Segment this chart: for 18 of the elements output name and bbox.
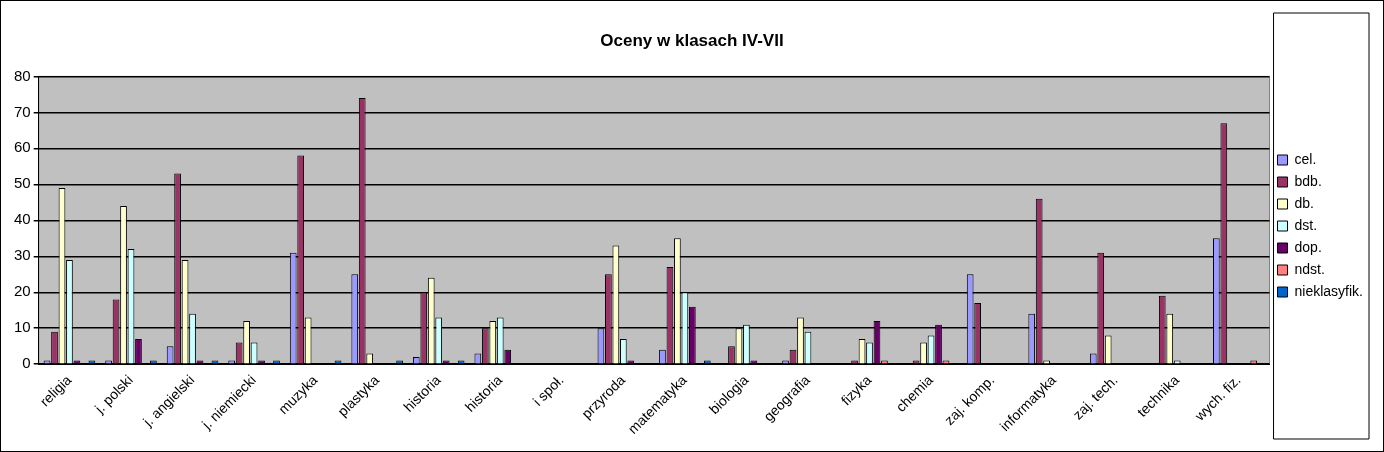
legend-label: db. [1294,194,1314,211]
legend-label: cel. [1294,150,1317,167]
y-tick-label: 0 [22,354,31,372]
chart-title: Oceny w klasach IV-VII [600,30,784,50]
y-tick-label: 20 [14,282,31,300]
y-tick-label: 40 [14,210,31,228]
legend-label: ndst. [1294,260,1325,277]
y-tick-label: 30 [14,246,31,264]
legend-label: nieklasyfik. [1294,282,1363,299]
y-tick-label: 70 [14,102,31,120]
y-tick-label: 50 [14,174,31,192]
y-tick-label: 80 [14,66,31,84]
x-tick-label: zaj. tech. [1069,371,1121,423]
y-tick-label: 60 [14,138,31,156]
legend-label: dst. [1294,216,1318,233]
y-tick-label: 10 [14,318,31,336]
legend-label: bdb. [1294,172,1322,189]
legend-label: dop. [1294,238,1322,255]
